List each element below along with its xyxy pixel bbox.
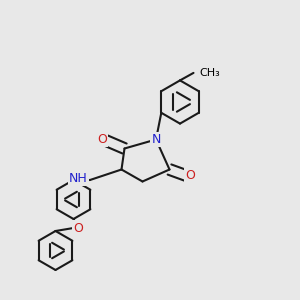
Text: O: O	[186, 169, 195, 182]
Text: NH: NH	[69, 172, 88, 185]
Text: O: O	[73, 221, 83, 235]
Text: CH₃: CH₃	[199, 68, 220, 78]
Text: O: O	[97, 133, 107, 146]
Text: N: N	[151, 133, 161, 146]
